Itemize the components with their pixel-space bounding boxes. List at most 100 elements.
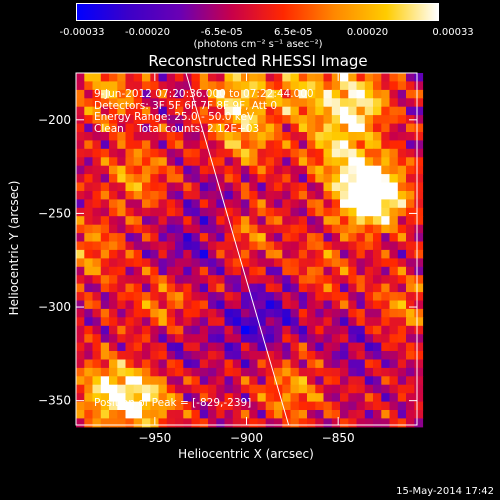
heatmap-cell xyxy=(133,207,143,217)
heatmap-cell xyxy=(414,410,424,419)
heatmap-cell xyxy=(216,73,226,82)
heatmap-cell xyxy=(100,191,110,200)
heatmap-cell xyxy=(175,325,184,335)
heatmap-cell xyxy=(414,393,424,403)
heatmap-cell xyxy=(199,308,209,318)
heatmap-cell xyxy=(340,165,349,175)
heatmap-cell xyxy=(232,140,242,150)
heatmap-cell xyxy=(307,132,316,141)
heatmap-cell xyxy=(158,123,168,133)
heatmap-cell xyxy=(142,325,151,335)
heatmap-cell xyxy=(241,334,250,344)
heatmap-cell xyxy=(84,367,94,377)
heatmap-cell xyxy=(257,207,267,217)
heatmap-cell xyxy=(133,241,143,251)
heatmap-cell xyxy=(92,258,102,268)
heatmap-cell xyxy=(389,132,399,141)
heatmap-cell xyxy=(290,258,300,268)
heatmap-cell xyxy=(348,334,358,344)
heatmap-cell xyxy=(282,132,292,141)
heatmap-cell xyxy=(125,266,135,276)
heatmap-cell xyxy=(125,81,135,91)
heatmap-cell xyxy=(356,182,366,192)
heatmap-cell xyxy=(290,249,300,259)
heatmap-cell xyxy=(109,216,118,226)
heatmap-cell xyxy=(232,73,242,82)
heatmap-cell xyxy=(257,115,267,125)
timestamp: 15-May-2014 17:42 xyxy=(396,486,494,497)
heatmap-cell xyxy=(84,89,94,99)
heatmap-cell xyxy=(208,132,217,141)
heatmap-cell xyxy=(208,182,217,192)
heatmap-cell xyxy=(414,182,424,192)
heatmap-cell xyxy=(241,376,250,386)
heatmap-cell xyxy=(282,258,292,268)
heatmap-cell xyxy=(298,81,308,91)
heatmap-cell xyxy=(109,81,118,91)
heatmap-cell xyxy=(125,182,135,192)
heatmap-cell xyxy=(183,325,193,335)
heatmap-cell xyxy=(133,199,143,209)
heatmap-cell xyxy=(414,334,424,344)
heatmap-cell xyxy=(208,334,217,344)
heatmap-cell xyxy=(298,182,308,192)
heatmap-cell xyxy=(158,191,168,200)
y-tick-label: −200 xyxy=(38,113,71,127)
heatmap-cell xyxy=(290,292,300,302)
heatmap-cell xyxy=(323,182,333,192)
heatmap-cell xyxy=(406,308,415,318)
heatmap-cell xyxy=(125,258,135,268)
heatmap-cell xyxy=(290,224,300,234)
heatmap-cell xyxy=(150,132,160,141)
heatmap-cell xyxy=(249,410,259,419)
heatmap-cell xyxy=(166,98,176,108)
heatmap-cell xyxy=(389,393,399,403)
heatmap-cell xyxy=(298,199,308,209)
heatmap-cell xyxy=(216,140,226,150)
heatmap-cell xyxy=(175,224,184,234)
heatmap-cell xyxy=(340,233,349,243)
heatmap-cell xyxy=(158,174,168,184)
heatmap-cell xyxy=(389,191,399,200)
heatmap-cell xyxy=(257,342,267,352)
heatmap-cell xyxy=(150,241,160,251)
heatmap-cell xyxy=(150,140,160,150)
heatmap-cell xyxy=(191,241,201,251)
heatmap-cell xyxy=(307,367,316,377)
heatmap-cell xyxy=(142,393,151,403)
heatmap-cell xyxy=(175,98,184,108)
heatmap-cell xyxy=(224,292,234,302)
heatmap-cell xyxy=(373,216,382,226)
heatmap-cell xyxy=(84,182,94,192)
heatmap-cell xyxy=(232,418,242,428)
heatmap-cell xyxy=(265,410,275,419)
heatmap-cell xyxy=(406,342,415,352)
heatmap-cell xyxy=(373,292,382,302)
heatmap-cell xyxy=(298,283,308,293)
heatmap-cell xyxy=(109,266,118,276)
heatmap-cell xyxy=(109,224,118,234)
heatmap-cell xyxy=(298,216,308,226)
heatmap-cell xyxy=(315,308,325,318)
heatmap-cell xyxy=(133,123,143,133)
heatmap-cell xyxy=(307,216,316,226)
heatmap-cell xyxy=(109,410,118,419)
heatmap-cell xyxy=(241,308,250,318)
heatmap-cell xyxy=(117,334,127,344)
heatmap-cell xyxy=(84,157,94,167)
heatmap-cell xyxy=(224,132,234,141)
heatmap-cell xyxy=(133,140,143,150)
heatmap-cell xyxy=(133,73,143,82)
heatmap-cell xyxy=(298,266,308,276)
heatmap-cell xyxy=(125,174,135,184)
heatmap-cell xyxy=(191,258,201,268)
heatmap-cell xyxy=(183,115,193,125)
heatmap-cell xyxy=(142,317,151,327)
heatmap-cell xyxy=(224,140,234,150)
heatmap-cell xyxy=(340,73,349,82)
heatmap-cell xyxy=(191,317,201,327)
heatmap-cell xyxy=(406,292,415,302)
heatmap-cell xyxy=(175,115,184,125)
heatmap-cell xyxy=(389,351,399,360)
heatmap-cell xyxy=(166,73,176,82)
